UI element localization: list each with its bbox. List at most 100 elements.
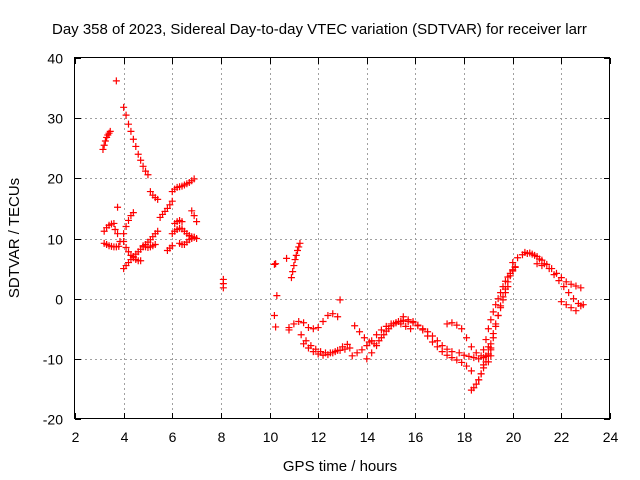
data-point — [290, 320, 298, 328]
data-point — [329, 310, 337, 318]
series-seg-q — [188, 207, 201, 226]
data-point — [129, 135, 137, 143]
data-point — [448, 348, 456, 356]
data-point — [114, 230, 122, 238]
data-point — [112, 77, 120, 85]
data-point — [300, 340, 308, 348]
data-point — [334, 346, 342, 354]
data-point — [142, 167, 150, 175]
data-point — [494, 295, 502, 303]
data-point — [358, 346, 366, 354]
plot-frame — [74, 57, 610, 419]
series-seg-n — [168, 175, 198, 196]
series-seg-f — [120, 103, 152, 179]
data-point — [438, 348, 446, 356]
data-point — [356, 328, 364, 336]
data-point — [270, 260, 278, 268]
y-tick-label: -10 — [43, 352, 63, 368]
series-seg-ae — [409, 318, 475, 375]
data-point — [368, 349, 376, 357]
data-point — [504, 283, 512, 291]
data-point — [489, 308, 497, 316]
data-point — [154, 227, 162, 235]
x-tick-label: 10 — [263, 429, 279, 445]
data-point — [470, 384, 478, 392]
data-point — [463, 334, 471, 342]
data-point — [373, 331, 381, 339]
series-seg-e — [111, 225, 124, 246]
data-point — [111, 225, 119, 233]
data-point — [346, 344, 354, 352]
data-point — [363, 342, 371, 350]
series-seg-ao — [557, 298, 585, 315]
data-point — [166, 201, 174, 209]
data-point — [168, 242, 176, 250]
data-point — [99, 145, 107, 153]
data-point — [348, 352, 356, 360]
y-tick-label: 0 — [55, 292, 63, 308]
data-point — [443, 351, 451, 359]
data-point — [324, 312, 332, 320]
data-point — [283, 254, 291, 262]
data-point — [465, 352, 473, 360]
data-point — [120, 238, 128, 246]
data-point — [455, 349, 463, 357]
data-point — [329, 349, 337, 357]
data-point — [272, 260, 280, 268]
data-point — [467, 367, 475, 375]
data-point — [139, 162, 147, 170]
series-seg-t — [270, 260, 281, 331]
data-point — [295, 318, 303, 326]
data-point — [353, 349, 361, 357]
data-point — [163, 204, 171, 212]
data-point — [168, 197, 176, 205]
series-seg-c — [100, 239, 123, 251]
data-point — [560, 283, 568, 291]
data-point — [129, 209, 137, 217]
data-point — [144, 171, 152, 179]
data-point — [402, 322, 410, 330]
data-point — [392, 319, 400, 327]
data-point — [363, 355, 371, 363]
data-point — [368, 337, 376, 345]
data-point — [448, 319, 456, 327]
data-point — [122, 111, 130, 119]
data-point — [297, 331, 305, 339]
y-tick-label: 10 — [47, 232, 63, 248]
data-point — [110, 219, 118, 227]
data-point — [334, 313, 342, 321]
data-point — [484, 352, 492, 360]
data-point — [178, 218, 186, 226]
data-point — [304, 324, 312, 332]
data-point — [443, 345, 451, 353]
data-point — [294, 247, 302, 255]
data-point — [373, 342, 381, 350]
data-point — [134, 150, 142, 158]
data-point — [382, 327, 390, 335]
data-point — [577, 284, 585, 292]
data-point — [467, 343, 475, 351]
series-seg-r — [176, 233, 198, 249]
x-tick-label: 24 — [603, 429, 619, 445]
x-tick-label: 16 — [408, 429, 424, 445]
data-point — [475, 355, 483, 363]
y-tick-label: -20 — [43, 412, 63, 428]
series-seg-m — [163, 242, 176, 255]
data-point — [304, 344, 312, 352]
data-point — [407, 325, 415, 333]
data-point — [154, 195, 162, 203]
series-seg-l — [156, 197, 176, 221]
data-point — [487, 346, 495, 354]
data-point — [433, 343, 441, 351]
series-seg-s — [219, 275, 227, 292]
y-tick-label: 30 — [47, 111, 63, 127]
data-point — [538, 262, 546, 270]
data-point — [397, 318, 405, 326]
data-point — [387, 322, 395, 330]
data-point — [509, 259, 517, 267]
chart-title: Day 358 of 2023, Sidereal Day-to-day VTE… — [52, 21, 587, 38]
data-point — [127, 127, 135, 135]
data-point — [472, 380, 480, 388]
